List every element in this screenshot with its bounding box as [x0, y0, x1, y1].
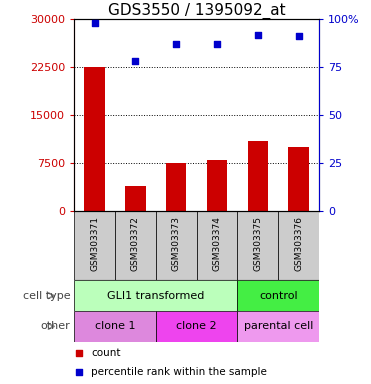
Point [296, 33, 302, 40]
Text: GSM303371: GSM303371 [90, 216, 99, 271]
Bar [74, 211, 115, 280]
Text: GSM303375: GSM303375 [253, 216, 262, 271]
Bar [237, 211, 278, 280]
Point [76, 349, 82, 356]
Bar [237, 280, 319, 311]
Text: other: other [41, 321, 70, 331]
Point [92, 20, 98, 26]
Text: control: control [259, 291, 298, 301]
Bar [288, 147, 309, 211]
Bar [237, 311, 319, 342]
Point [255, 31, 261, 38]
Point [76, 369, 82, 375]
Bar [74, 311, 156, 342]
Bar [156, 211, 197, 280]
Bar [84, 67, 105, 211]
Bar [125, 185, 145, 211]
Text: parental cell: parental cell [244, 321, 313, 331]
Bar [115, 211, 156, 280]
Text: GSM303373: GSM303373 [172, 216, 181, 271]
Title: GDS3550 / 1395092_at: GDS3550 / 1395092_at [108, 3, 285, 19]
Text: GSM303372: GSM303372 [131, 216, 140, 271]
Bar [74, 280, 237, 311]
Bar [207, 160, 227, 211]
Text: cell type: cell type [23, 291, 70, 301]
Text: percentile rank within the sample: percentile rank within the sample [91, 367, 267, 377]
Bar [247, 141, 268, 211]
Text: clone 1: clone 1 [95, 321, 135, 331]
Point [132, 58, 138, 65]
Text: clone 2: clone 2 [176, 321, 217, 331]
Text: GLI1 transformed: GLI1 transformed [107, 291, 204, 301]
Text: count: count [91, 348, 121, 358]
Bar [156, 311, 237, 342]
Text: GSM303376: GSM303376 [294, 216, 303, 271]
Text: GSM303374: GSM303374 [213, 216, 221, 271]
Point [173, 41, 179, 47]
Bar [166, 163, 186, 211]
Bar [278, 211, 319, 280]
Bar [197, 211, 237, 280]
Point [214, 41, 220, 47]
